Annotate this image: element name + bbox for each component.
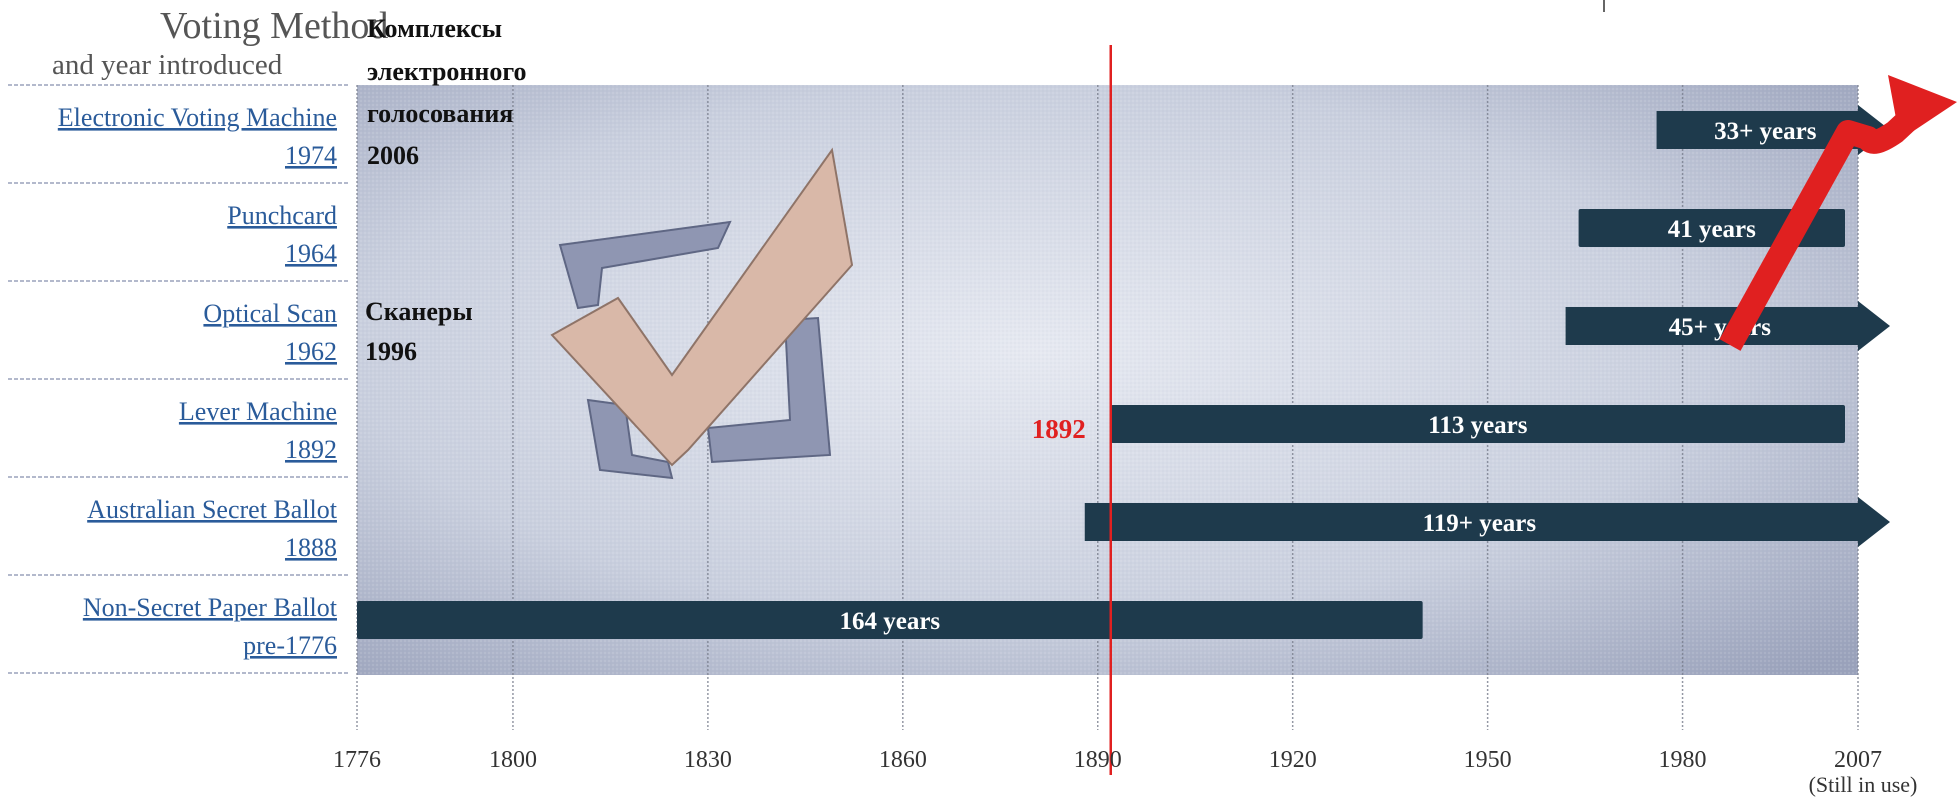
method-name-5: Non-Secret Paper Ballot [83, 593, 338, 622]
x-tick-label-1776: 1776 [333, 747, 381, 773]
bar-label-5: 164 years [839, 608, 940, 635]
red-arrow-head [1888, 75, 1957, 140]
ballot-checkbox-graphic [550, 147, 854, 480]
annotation-electronic-line-3: голосования [367, 99, 513, 128]
x-axis-note-still-in-use: (Still in use) [1809, 772, 1918, 797]
red-arrow-icon [1719, 75, 1957, 351]
annotation-electronic-ru: Комплексы электронного голосования 2006 [367, 14, 527, 170]
bar-label-3: 113 years [1428, 412, 1528, 439]
annotation-scanners-line-1: Сканеры [365, 297, 473, 326]
annotation-scanners-ru: Сканеры 1996 [365, 297, 473, 366]
bar-3 [1110, 405, 1846, 443]
annotation-electronic-year: 2006 [367, 141, 419, 170]
x-tick-label-1860: 1860 [879, 747, 927, 773]
method-name-0: Electronic Voting Machine [58, 103, 337, 132]
annotation-electronic-line-1: Комплексы [367, 14, 502, 43]
bar-label-1: 41 years [1668, 216, 1756, 243]
x-tick-label-1920: 1920 [1269, 747, 1317, 773]
bar-label-0: 33+ years [1714, 118, 1817, 145]
method-name-1: Punchcard [227, 201, 337, 230]
method-year-3: 1892 [285, 435, 337, 464]
method-year-2: 1962 [285, 337, 337, 366]
x-tick-label-1950: 1950 [1464, 747, 1512, 773]
marker-1892-label: 1892 [1032, 414, 1086, 444]
method-name-2: Optical Scan [203, 299, 337, 328]
x-axis: 1776 1800 1830 1860 1890 1920 1950 1980 2007 [333, 747, 1882, 773]
plot-texture [357, 85, 1858, 675]
method-labels: Electronic Voting Machine 1974 Punchcard 19… [58, 103, 338, 660]
check-mark [550, 147, 854, 467]
x-tick-label-1830: 1830 [684, 747, 732, 773]
header-subtitle: and year introduced [52, 49, 283, 81]
method-year-5: pre-1776 [243, 631, 337, 660]
method-year-4: 1888 [285, 533, 337, 562]
method-name-3: Lever Machine [179, 397, 337, 426]
bar-5 [357, 601, 1423, 639]
box-piece-right [706, 316, 832, 464]
row-dividers [8, 84, 350, 674]
x-tick-label-1980: 1980 [1659, 747, 1707, 773]
box-piece-top [558, 220, 732, 310]
red-arrow-shaft [1719, 109, 1919, 351]
x-tick-label-1800: 1800 [489, 747, 537, 773]
method-name-4: Australian Secret Ballot [87, 495, 338, 524]
annotation-electronic-line-2: электронного [367, 57, 527, 86]
bar-4 [1084, 497, 1890, 547]
annotation-scanners-year: 1996 [365, 337, 417, 366]
header-title: Voting Method [160, 5, 388, 47]
x-tick-label-1890: 1890 [1074, 747, 1122, 773]
method-year-0: 1974 [285, 141, 337, 170]
bar-label-4: 119+ years [1423, 510, 1537, 537]
x-tick-label-2007: 2007 [1834, 747, 1882, 773]
method-year-1: 1964 [285, 239, 337, 268]
